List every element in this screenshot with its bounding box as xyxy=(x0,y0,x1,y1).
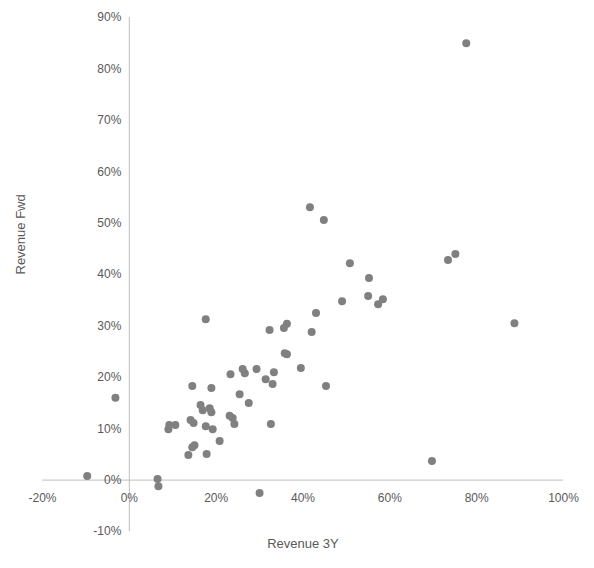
svg-text:100%: 100% xyxy=(548,491,579,505)
svg-text:80%: 80% xyxy=(465,491,489,505)
svg-text:0%: 0% xyxy=(104,473,122,487)
svg-text:40%: 40% xyxy=(97,267,121,281)
svg-text:0%: 0% xyxy=(121,491,139,505)
svg-text:40%: 40% xyxy=(291,491,315,505)
svg-text:20%: 20% xyxy=(204,491,228,505)
svg-text:60%: 60% xyxy=(378,491,402,505)
svg-text:30%: 30% xyxy=(97,319,121,333)
svg-text:90%: 90% xyxy=(97,10,121,24)
svg-text:Revenue Fwd: Revenue Fwd xyxy=(13,194,28,274)
svg-text:70%: 70% xyxy=(97,113,121,127)
svg-text:-10%: -10% xyxy=(93,524,121,538)
svg-text:50%: 50% xyxy=(97,216,121,230)
svg-text:Revenue 3Y: Revenue 3Y xyxy=(267,536,339,551)
svg-text:80%: 80% xyxy=(97,62,121,76)
svg-text:-20%: -20% xyxy=(28,491,56,505)
svg-text:60%: 60% xyxy=(97,165,121,179)
svg-text:10%: 10% xyxy=(97,422,121,436)
svg-text:20%: 20% xyxy=(97,370,121,384)
